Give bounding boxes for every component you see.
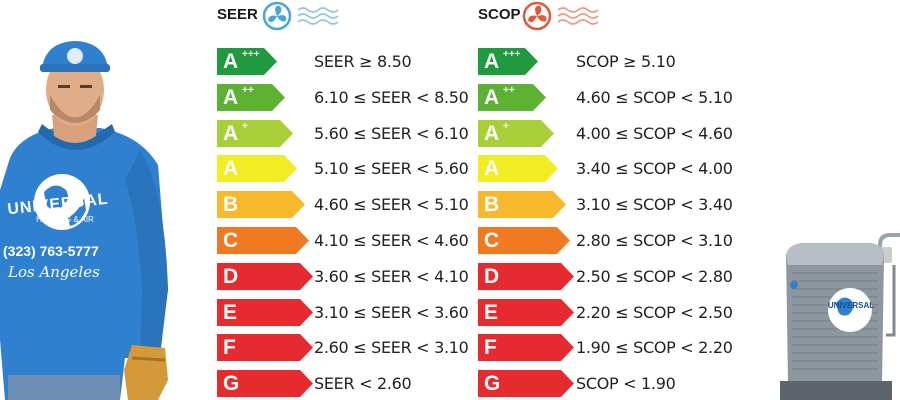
arrow-shape	[478, 191, 566, 218]
energy-class-label: A	[484, 122, 500, 145]
efficiency-range: 3.10 ≤ SCOP < 3.40	[576, 195, 733, 214]
energy-class-label: F	[223, 336, 236, 359]
arrow-shape	[217, 263, 313, 290]
arrow-shape	[217, 120, 293, 147]
energy-class-label: G	[484, 372, 501, 395]
brand-tagline: HEATING & AIR	[36, 215, 94, 224]
arrow-shape	[217, 48, 277, 75]
technician-illustration	[0, 41, 168, 400]
energy-class-label: A	[484, 50, 500, 73]
energy-class-label: C	[484, 229, 500, 252]
arrow-shape	[217, 370, 313, 397]
arrow-shape	[478, 48, 538, 75]
energy-class-label: A	[223, 50, 239, 73]
arrow-shape	[478, 155, 558, 182]
efficiency-range: SEER < 2.60	[314, 374, 412, 393]
energy-class-bar: A +	[478, 120, 555, 147]
efficiency-range: 3.40 ≤ SCOP < 4.00	[576, 159, 733, 178]
efficiency-range: 4.10 ≤ SEER < 4.60	[314, 231, 469, 250]
arrow-shape	[217, 334, 313, 361]
efficiency-range: 5.10 ≤ SEER < 5.60	[314, 159, 469, 178]
efficiency-range: 2.20 ≤ SCOP < 2.50	[576, 303, 733, 322]
energy-class-label: A	[484, 86, 500, 109]
arrow-shape	[478, 120, 554, 147]
arrow-shape	[217, 191, 305, 218]
efficiency-range: 2.50 ≤ SCOP < 2.80	[576, 267, 733, 286]
efficiency-range: 4.60 ≤ SCOP < 5.10	[576, 88, 733, 107]
energy-class-bar: B	[478, 191, 567, 218]
energy-class-label: A	[223, 157, 239, 180]
energy-class-label: D	[223, 265, 239, 288]
energy-class-label: B	[223, 193, 239, 216]
energy-class-label: A	[223, 122, 239, 145]
energy-class-bar: G	[217, 370, 314, 397]
energy-class-label: C	[223, 229, 239, 252]
energy-class-plus: ++	[503, 85, 515, 96]
city-name: Los Angeles	[8, 263, 100, 281]
arrow-shape	[478, 334, 574, 361]
scop-title: SCOP	[478, 6, 521, 23]
arrow-shape	[478, 299, 574, 326]
efficiency-range: SCOP ≥ 5.10	[576, 52, 676, 71]
heat-fan-icon	[522, 1, 599, 31]
efficiency-range: 3.10 ≤ SEER < 3.60	[314, 303, 469, 322]
ac-unit-illustration	[780, 233, 900, 400]
energy-class-bar: A +	[217, 120, 294, 147]
energy-class-label: F	[484, 336, 497, 359]
efficiency-range: 4.00 ≤ SCOP < 4.60	[576, 124, 733, 143]
energy-class-bar: E	[217, 299, 314, 326]
energy-class-label: E	[484, 301, 499, 324]
efficiency-range: 4.60 ≤ SEER < 5.10	[314, 195, 469, 214]
efficiency-range: 3.60 ≤ SEER < 4.10	[314, 267, 469, 286]
energy-class-label: A	[484, 157, 500, 180]
energy-class-plus: +++	[503, 49, 521, 60]
arrow-shape	[217, 299, 313, 326]
arrow-shape	[478, 370, 574, 397]
seer-title: SEER	[217, 6, 258, 23]
ac-brand-name: UNIVERSAL	[827, 301, 875, 310]
efficiency-range: 1.90 ≤ SCOP < 2.20	[576, 338, 733, 357]
efficiency-range: 2.80 ≤ SCOP < 3.10	[576, 231, 733, 250]
energy-class-bar: A	[217, 155, 298, 182]
energy-class-plus: ++	[242, 85, 254, 96]
energy-class-bar: E	[478, 299, 575, 326]
energy-class-bar: D	[478, 263, 575, 290]
efficiency-range: SCOP < 1.90	[576, 374, 676, 393]
energy-class-bar: C	[217, 227, 310, 254]
energy-class-bar: F	[217, 334, 314, 361]
energy-class-plus: +	[242, 121, 248, 132]
energy-class-bar: A ++	[217, 84, 286, 111]
energy-class-label: B	[484, 193, 500, 216]
fan-icon	[262, 1, 339, 31]
energy-class-bar: A +++	[478, 48, 539, 75]
energy-class-bar: A ++	[478, 84, 547, 111]
phone-number: (323) 763-5777	[3, 243, 99, 259]
arrow-shape	[478, 227, 570, 254]
energy-class-bar: D	[217, 263, 314, 290]
arrow-shape	[217, 227, 309, 254]
energy-class-label: E	[223, 301, 238, 324]
energy-class-bar: A	[478, 155, 559, 182]
arrow-shape	[217, 155, 297, 182]
efficiency-range: 2.60 ≤ SEER < 3.10	[314, 338, 469, 357]
energy-class-label: D	[484, 265, 500, 288]
energy-class-plus: +	[503, 121, 509, 132]
energy-class-label: A	[223, 86, 239, 109]
efficiency-range: SEER ≥ 8.50	[314, 52, 412, 71]
energy-class-bar: G	[478, 370, 575, 397]
efficiency-range: 5.60 ≤ SEER < 6.10	[314, 124, 469, 143]
efficiency-range: 6.10 ≤ SEER < 8.50	[314, 88, 469, 107]
arrow-shape	[478, 263, 574, 290]
energy-class-bar: A +++	[217, 48, 278, 75]
energy-class-plus: +++	[242, 49, 260, 60]
arrow-shape	[217, 84, 285, 111]
energy-class-label: G	[223, 372, 240, 395]
energy-class-bar: B	[217, 191, 306, 218]
energy-class-bar: F	[478, 334, 575, 361]
arrow-shape	[478, 84, 546, 111]
energy-class-bar: C	[478, 227, 571, 254]
